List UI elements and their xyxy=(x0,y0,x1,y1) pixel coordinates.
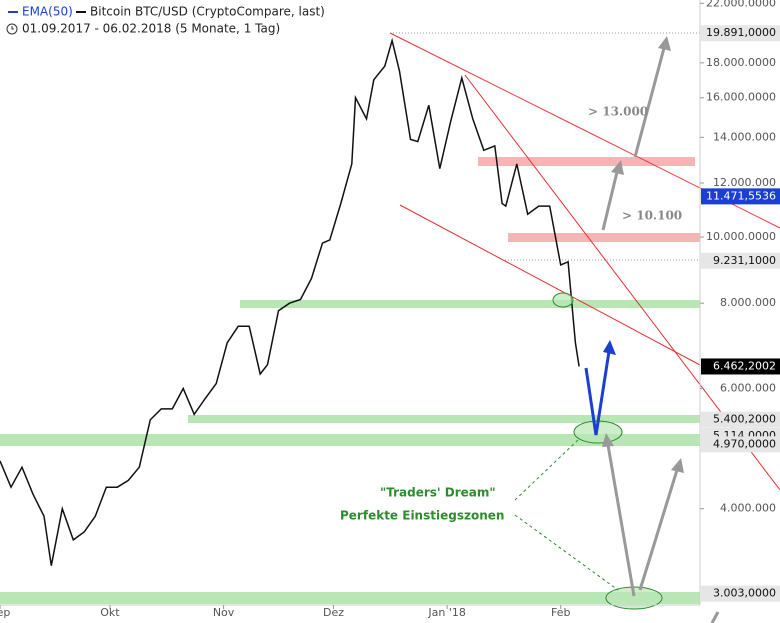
price-label: 6.462,2002 xyxy=(713,359,776,372)
price-label-box xyxy=(701,25,780,42)
annotation: > 10.100 xyxy=(622,209,682,223)
y-tick-label: 18.000.0000 xyxy=(706,56,776,69)
y-tick-label: 16.000.0000 xyxy=(706,91,776,104)
x-tick-label: Jan '18 xyxy=(427,606,465,619)
series-line xyxy=(0,37,580,566)
trendline xyxy=(399,204,701,366)
x-tick-label: Dez xyxy=(323,606,344,619)
x-tick-label: Okt xyxy=(100,606,120,619)
zones xyxy=(0,32,700,604)
legend-entry: Bitcoin BTC/USD (CryptoCompare, last) xyxy=(90,5,325,19)
y-tick-label: 4.000.000 xyxy=(720,502,776,515)
pointer xyxy=(514,439,579,501)
marker-ellipse xyxy=(552,292,574,308)
x-tick-label: Sep xyxy=(0,606,10,619)
price-label: 19.891,0000 xyxy=(706,26,776,39)
price-label: 9.231,1000 xyxy=(713,254,776,267)
price-label-box xyxy=(701,188,780,205)
support-zone xyxy=(240,300,700,308)
clock-icon xyxy=(6,23,18,35)
x-tick-label: Feb xyxy=(551,606,570,619)
annotation: > 13.000 xyxy=(588,105,648,119)
support-zone xyxy=(0,434,700,446)
support-zone xyxy=(0,592,700,604)
price-label: 11.471,5536 xyxy=(706,189,776,202)
price-label-box xyxy=(701,585,780,602)
price-label: 5.400,2000 xyxy=(713,413,776,426)
legend-entry: EMA(50) xyxy=(22,5,73,19)
resistance-zone xyxy=(478,157,695,166)
y-tick-label: 22.000.0000 xyxy=(706,0,776,9)
gray-arrow-heads xyxy=(602,36,684,473)
annotation: Perfekte Einstiegszonen xyxy=(340,509,504,523)
price-label-box xyxy=(701,252,780,269)
price-label-box xyxy=(701,358,780,375)
y-tick-label: 8.000.000 xyxy=(720,296,776,309)
price-label-box xyxy=(701,411,780,428)
annotation: "Traders' Dream" xyxy=(380,486,496,500)
price-label: 3.003,0000 xyxy=(713,587,776,600)
y-tick-label: 6.000.000 xyxy=(720,381,776,394)
subtitle: 01.09.2017 - 06.02.2018 (5 Monate, 1 Tag… xyxy=(22,22,280,36)
y-tick-label: 12.000.000 xyxy=(713,176,776,189)
price-label-box xyxy=(701,436,780,453)
header: EMA(50) Bitcoin BTC/USD (CryptoCompare, … xyxy=(6,5,325,36)
x-tick-label: Nov xyxy=(213,606,235,619)
blue-arrow xyxy=(584,344,612,436)
resistance-zone xyxy=(508,233,700,242)
drawings xyxy=(389,32,780,623)
price-label: 4.970,0000 xyxy=(713,437,776,450)
pointer xyxy=(514,514,619,591)
y-tick-label: 14.000.000 xyxy=(713,130,776,143)
support-zone xyxy=(188,415,700,423)
clock-hands xyxy=(11,26,14,30)
arrow-head xyxy=(603,340,616,355)
marker-ellipse xyxy=(605,586,663,610)
plot xyxy=(0,37,580,566)
y-tick-label: 10.000.0000 xyxy=(706,230,776,243)
gray-arrows xyxy=(601,47,720,623)
